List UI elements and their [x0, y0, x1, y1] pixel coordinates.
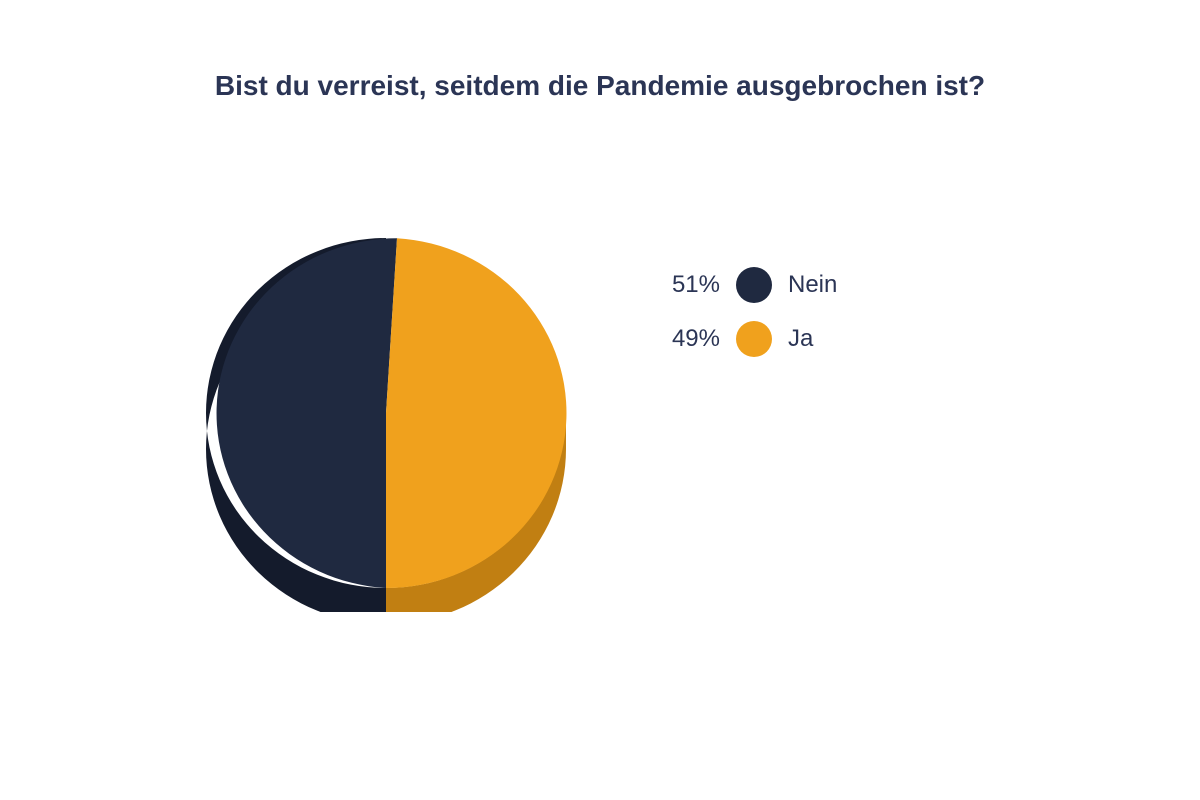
legend-swatch-nein	[736, 267, 772, 303]
legend-swatch-ja	[736, 321, 772, 357]
legend-label: Ja	[788, 325, 813, 353]
chart-container: Bist du verreist, seitdem die Pandemie a…	[0, 0, 1200, 800]
pie-chart	[200, 192, 580, 592]
pie-svg	[200, 192, 580, 612]
legend-percent: 49%	[660, 325, 720, 353]
chart-body: 51% Nein 49% Ja	[0, 192, 1200, 592]
legend: 51% Nein 49% Ja	[660, 192, 837, 357]
legend-item-ja: 49% Ja	[660, 321, 837, 357]
chart-title: Bist du verreist, seitdem die Pandemie a…	[215, 70, 985, 102]
legend-label: Nein	[788, 271, 837, 299]
legend-item-nein: 51% Nein	[660, 267, 837, 303]
legend-percent: 51%	[660, 271, 720, 299]
